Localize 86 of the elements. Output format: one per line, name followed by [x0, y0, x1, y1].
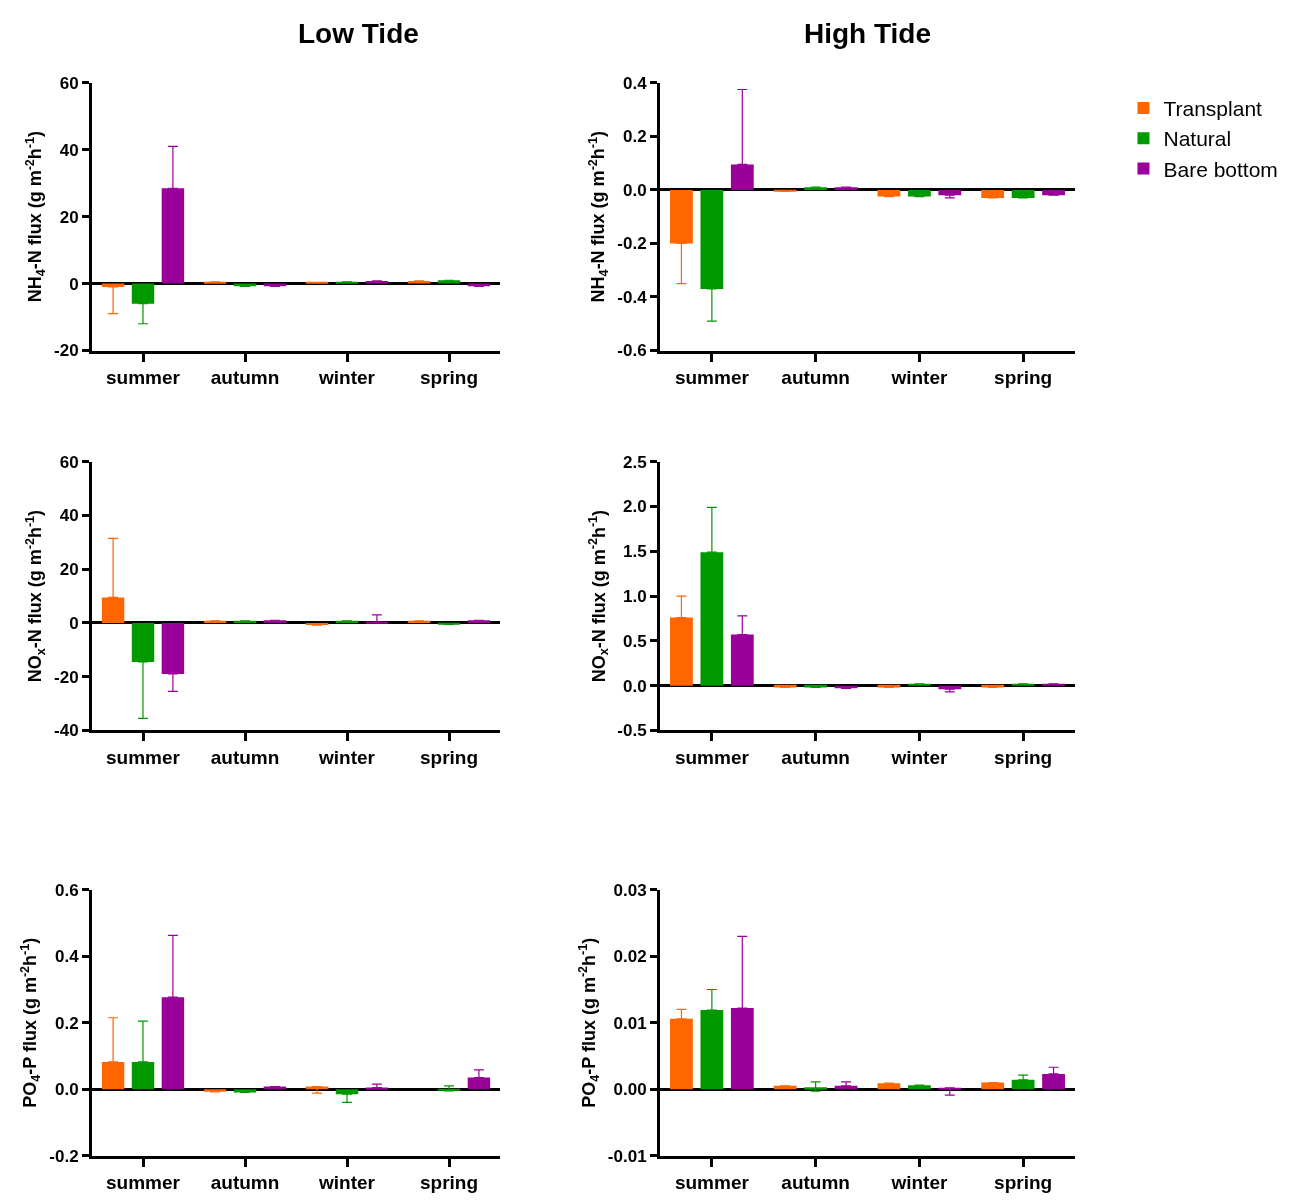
bar	[467, 620, 491, 623]
x-tick-label: summer	[674, 367, 750, 389]
y-tick-label: -0.2	[617, 234, 647, 254]
y-tick-label: 40	[59, 140, 79, 160]
x-tick-label: autumn	[781, 747, 850, 769]
y-tick-label: -20	[54, 667, 79, 687]
chart-title: Low Tide	[298, 18, 419, 49]
bar	[263, 620, 287, 623]
x-tick-label: winter	[318, 1172, 376, 1194]
legend-label: Natural	[1163, 127, 1232, 151]
y-tick-label: 0.4	[622, 73, 648, 93]
bar	[233, 620, 257, 623]
x-tick-label: spring	[994, 1172, 1053, 1194]
y-tick-label: 0.00	[613, 1080, 647, 1100]
bar	[907, 1085, 931, 1090]
y-tick-label: 1.0	[622, 587, 647, 607]
bar	[834, 187, 858, 190]
y-tick-label: 2.0	[622, 497, 647, 517]
bar	[877, 189, 901, 197]
chart-title: High Tide	[804, 18, 932, 49]
x-tick-label: winter	[890, 1172, 948, 1194]
x-tick-label: spring	[994, 367, 1053, 389]
x-tick-label: autumn	[210, 1172, 280, 1194]
x-tick-label: winter	[890, 367, 948, 389]
x-tick-label: summer	[106, 747, 181, 769]
y-tick-label: 0.0	[622, 676, 647, 696]
bar	[407, 280, 431, 284]
bar	[877, 1083, 901, 1090]
legend-label: Transplant	[1163, 97, 1263, 121]
bar	[1042, 189, 1065, 196]
y-tick-label: -0.2	[49, 1146, 79, 1166]
y-tick-label: 60	[59, 73, 79, 93]
y-tick-label: 0	[69, 274, 79, 294]
y-tick-label: 40	[59, 506, 79, 526]
y-tick-label: -20	[54, 341, 79, 361]
y-tick-label: -40	[54, 721, 79, 741]
x-tick-label: autumn	[781, 1172, 850, 1194]
y-tick-label: 0.2	[54, 1013, 79, 1033]
bar	[773, 1085, 797, 1090]
bar	[335, 620, 359, 623]
x-tick-label: spring	[419, 1172, 479, 1194]
bar	[203, 1089, 227, 1092]
y-tick-label: 0.0	[54, 1080, 79, 1100]
y-tick-label: 0	[69, 613, 79, 633]
y-tick-label: -0.5	[617, 721, 647, 741]
x-tick-label: summer	[106, 367, 181, 389]
x-tick-label: autumn	[210, 747, 280, 769]
bar	[437, 280, 461, 284]
y-tick-label: 20	[59, 207, 79, 227]
bar	[804, 187, 828, 190]
x-tick-label: summer	[106, 1172, 181, 1194]
x-tick-label: spring	[994, 747, 1053, 769]
y-tick-label: 20	[59, 560, 79, 580]
y-tick-label: 0.2	[622, 127, 647, 147]
x-tick-label: winter	[890, 747, 948, 769]
y-tick-label: -0.01	[607, 1146, 647, 1166]
bar	[1011, 189, 1035, 198]
x-tick-label: spring	[419, 747, 479, 769]
bar	[365, 280, 389, 284]
bar	[407, 620, 431, 623]
x-tick-label: autumn	[210, 367, 280, 389]
y-tick-label: 0.5	[622, 631, 647, 651]
y-tick-label: 60	[59, 452, 79, 472]
y-tick-label: -0.6	[617, 341, 647, 361]
y-tick-label: 0.01	[613, 1013, 647, 1033]
bar	[981, 1082, 1005, 1090]
x-tick-label: winter	[318, 747, 376, 769]
x-tick-label: autumn	[781, 367, 850, 389]
y-tick-label: 0.6	[54, 880, 79, 900]
y-tick-label: 0.0	[622, 180, 647, 200]
bar	[938, 189, 962, 196]
y-tick-label: 1.5	[622, 542, 647, 562]
y-tick-label: 0.03	[613, 880, 647, 900]
y-tick-label: 0.02	[613, 947, 647, 967]
y-tick-label: 0.4	[54, 947, 80, 967]
bar	[907, 189, 931, 197]
legend-label: Bare bottom	[1163, 157, 1278, 181]
y-tick-label: 2.5	[622, 452, 647, 472]
x-tick-label: spring	[419, 367, 479, 389]
x-tick-label: summer	[674, 747, 750, 769]
bar	[1011, 1079, 1035, 1090]
bar	[203, 620, 227, 623]
bar	[981, 189, 1005, 198]
y-tick-label: -0.4	[617, 287, 648, 307]
x-tick-label: winter	[318, 367, 376, 389]
x-tick-label: summer	[674, 1172, 750, 1194]
